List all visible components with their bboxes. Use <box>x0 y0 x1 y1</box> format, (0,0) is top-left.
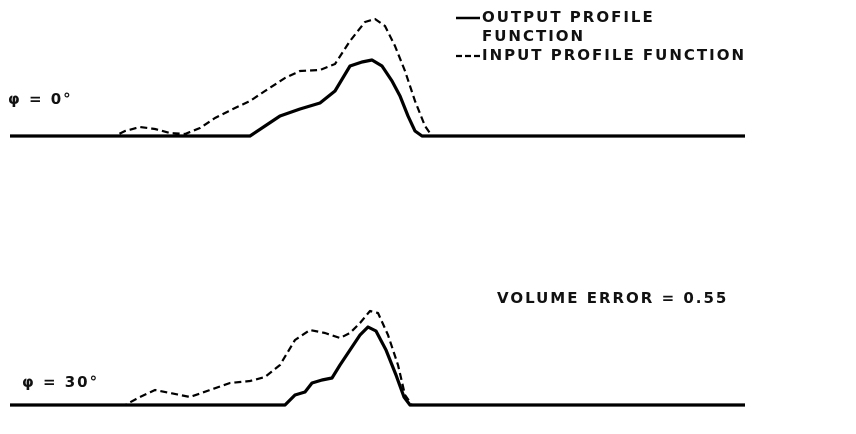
angle-label: φ = 30° <box>22 373 100 391</box>
volume-error: VOLUME ERROR = 0.55 <box>497 289 729 307</box>
input-profile-line <box>10 17 745 138</box>
input-profile-line <box>10 309 745 407</box>
output-profile-line <box>10 325 745 407</box>
legend-label: INPUT PROFILE FUNCTION <box>482 46 747 64</box>
angle-label: φ = 0° <box>8 90 73 108</box>
legend-label: OUTPUT PROFILE FUNCTION <box>482 8 655 45</box>
output-profile-line <box>10 58 745 138</box>
